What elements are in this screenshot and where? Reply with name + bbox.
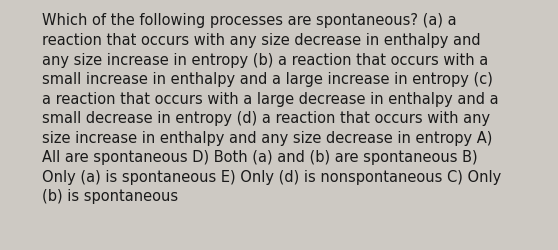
Text: Which of the following processes are spontaneous? (a) a
reaction that occurs wit: Which of the following processes are spo… — [42, 13, 502, 204]
